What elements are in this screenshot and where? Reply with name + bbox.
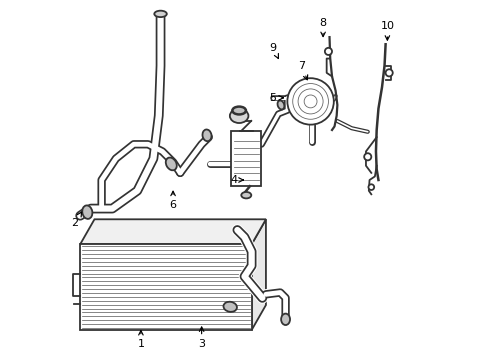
Circle shape <box>287 78 333 125</box>
Text: 7: 7 <box>298 61 307 80</box>
Ellipse shape <box>154 11 166 17</box>
Polygon shape <box>80 219 265 244</box>
Ellipse shape <box>223 302 237 312</box>
Circle shape <box>367 184 373 190</box>
Text: 2: 2 <box>71 212 81 228</box>
Text: 10: 10 <box>380 21 394 40</box>
Ellipse shape <box>202 130 211 141</box>
Ellipse shape <box>82 206 92 219</box>
Text: 3: 3 <box>198 327 204 349</box>
Ellipse shape <box>241 192 251 198</box>
Ellipse shape <box>229 109 248 123</box>
Polygon shape <box>231 131 261 186</box>
Circle shape <box>364 153 370 160</box>
Text: 8: 8 <box>319 18 326 37</box>
Text: 9: 9 <box>269 43 278 59</box>
Ellipse shape <box>281 314 289 325</box>
Ellipse shape <box>277 100 284 109</box>
Text: 5: 5 <box>269 93 283 103</box>
Polygon shape <box>80 244 251 330</box>
Circle shape <box>385 69 392 76</box>
Ellipse shape <box>232 107 245 114</box>
Text: 4: 4 <box>230 175 243 185</box>
Ellipse shape <box>165 158 176 170</box>
Text: 1: 1 <box>137 330 144 349</box>
Text: 6: 6 <box>169 191 176 210</box>
Circle shape <box>324 48 331 55</box>
Polygon shape <box>251 219 265 330</box>
